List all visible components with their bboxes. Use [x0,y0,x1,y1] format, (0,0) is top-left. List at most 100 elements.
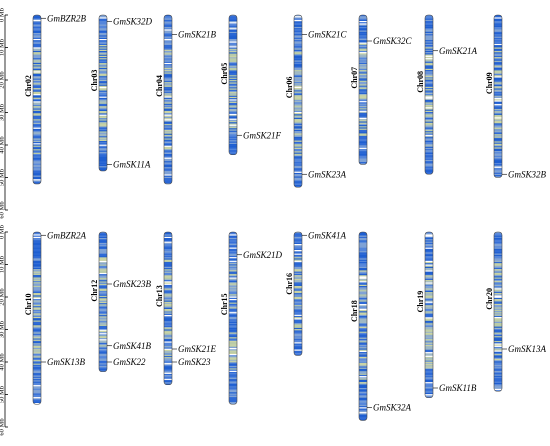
gene-label: GmSK32D [113,17,153,27]
gene-density-stripes [425,15,433,175]
gene-density-stripes [359,15,367,165]
chromosome-chr19: Chr19 GmSK11B [416,231,477,399]
chromosome-outline [293,14,303,188]
gene-density-stripes [99,232,107,372]
chromosome-label: Chr19 [416,291,425,313]
gene-marker-gmsk21a: GmSK21A [433,46,478,56]
gene-marker-gmbzr2b: GmBZR2B [41,13,86,23]
chromosome-outline [293,231,303,356]
chromosome-chr07: Chr07 GmSK32C [350,14,413,165]
chromosome-outline [493,14,503,178]
gene-marker-gmsk32d: GmSK32D [107,17,153,27]
chromosome-label: Chr05 [220,63,229,85]
gene-label: GmSK11A [113,160,151,170]
chromosome-chr13: Chr13 GmSK21E GmSK23 [155,231,217,386]
gene-label: GmSK41A [308,230,347,240]
gene-density-stripes [294,232,302,356]
scale-bar-top: 0 Mb 10 Mb 20 Mb 30 Mb 40 Mb 50 Mb 60 Mb [0,8,8,219]
gene-label: GmSK21A [439,46,478,56]
chromosome-outline [32,231,42,405]
scale-tick-label: 60 Mb [0,418,6,435]
gene-marker-gmsk13b: GmSK13B [41,357,86,367]
chromosome-chr08: Chr08 GmSK21A [416,14,478,175]
gene-marker-gmsk41b: GmSK41B [107,341,152,351]
gene-marker-gmsk22: GmSK22 [107,357,146,367]
chromosome-outline [358,231,368,421]
gene-label: GmSK23B [113,279,152,289]
chromosome-outline [163,14,173,185]
scale-tick-label: 10 Mb [0,39,6,56]
chromosome-row-bottom: Chr10 GmBZR2A GmSK13B Chr12 GmSK23B GmSK41B Gm… [24,230,547,421]
gene-marker-gmsk21f: GmSK21F [237,130,282,140]
gene-label: GmSK21C [308,30,348,40]
gene-density-stripes [33,232,41,405]
gene-marker-gmsk32a: GmSK32A [367,403,412,413]
gene-label: GmSK21D [243,250,283,260]
scale-tick-label: 40 Mb [0,353,6,370]
chromosome-chr05: Chr05 GmSK21F [220,14,282,156]
chromosome-label: Chr15 [220,293,229,315]
scale-tick-label: 0 Mb [0,8,6,22]
scale-tick-label: 0 Mb [0,225,6,239]
scale-tick-label: 20 Mb [0,71,6,88]
scale-tick-label: 20 Mb [0,288,6,305]
gene-density-stripes [494,232,502,392]
gene-marker-gmsk13a: GmSK13A [502,344,547,354]
chromosome-chr06: Chr06 GmSK21C GmSK23A [285,14,348,188]
chromosome-chr02: Chr02 GmBZR2B [24,13,86,185]
chromosome-chr18: Chr18 GmSK32A [350,231,412,421]
chromosome-chr15: Chr15 GmSK21D [220,231,283,405]
chromosome-row-top: Chr02 GmBZR2B Chr03 GmSK32D GmSK11A Chr04 GmSK… [24,13,547,188]
scale-tick-label: 50 Mb [0,386,6,403]
gene-density-stripes [33,15,41,184]
chromosome-chr09: Chr09 GmSK32B [485,14,547,179]
gene-label: GmSK13B [47,357,86,367]
gene-density-stripes [425,232,433,398]
gene-marker-gmsk11b: GmSK11B [433,383,477,393]
chromosome-outline [358,14,368,165]
chromosome-label: Chr13 [155,285,164,307]
chromosome-label: Chr16 [285,273,294,295]
gene-marker-gmsk23b: GmSK23B [107,279,152,289]
gene-density-stripes [294,15,302,188]
gene-density-stripes [229,15,237,155]
scale-tick-label: 40 Mb [0,136,6,153]
gene-label: GmBZR2A [47,230,86,240]
gene-density-stripes [359,232,367,421]
chromosome-label: Chr04 [155,75,164,97]
chromosome-label: Chr07 [350,67,359,89]
gene-label: GmBZR2B [47,13,86,23]
gene-density-stripes [494,15,502,178]
scale-tick-label: 60 Mb [0,201,6,218]
gene-label: GmSK32C [373,36,413,46]
chromosome-outline [228,14,238,156]
gene-label: GmSK21F [243,130,282,140]
chromosome-label: Chr10 [24,293,33,315]
chromosome-outline [163,231,173,386]
gene-density-stripes [99,15,107,171]
chromosome-outline [228,231,238,405]
gene-marker-gmsk21b: GmSK21B [172,30,217,40]
gene-label: GmSK21B [178,30,217,40]
gene-density-stripes [164,15,172,184]
gene-marker-gmbzr2a: GmBZR2A [41,230,86,240]
chromosome-label: Chr20 [485,288,494,310]
gene-label: GmSK21E [178,344,217,354]
chromosome-outline [424,14,434,175]
chromosome-chr12: Chr12 GmSK23B GmSK41B GmSK22 [90,231,152,373]
scale-tick-label: 30 Mb [0,321,6,338]
scale-tick-label: 30 Mb [0,104,6,121]
chromosome-label: Chr09 [485,72,494,94]
gene-label: GmSK11B [439,383,477,393]
gene-marker-gmsk32b: GmSK32B [502,169,547,179]
gene-marker-gmsk11a: GmSK11A [107,160,151,170]
chromosome-outline [98,14,108,172]
gene-marker-gmsk21e: GmSK21E [172,344,217,354]
gene-label: GmSK32A [373,403,412,413]
gene-marker-gmsk41a: GmSK41A [302,230,347,240]
chromosome-outline [32,14,42,185]
chromosome-label: Chr18 [350,300,359,322]
gene-label: GmSK32B [508,169,547,179]
